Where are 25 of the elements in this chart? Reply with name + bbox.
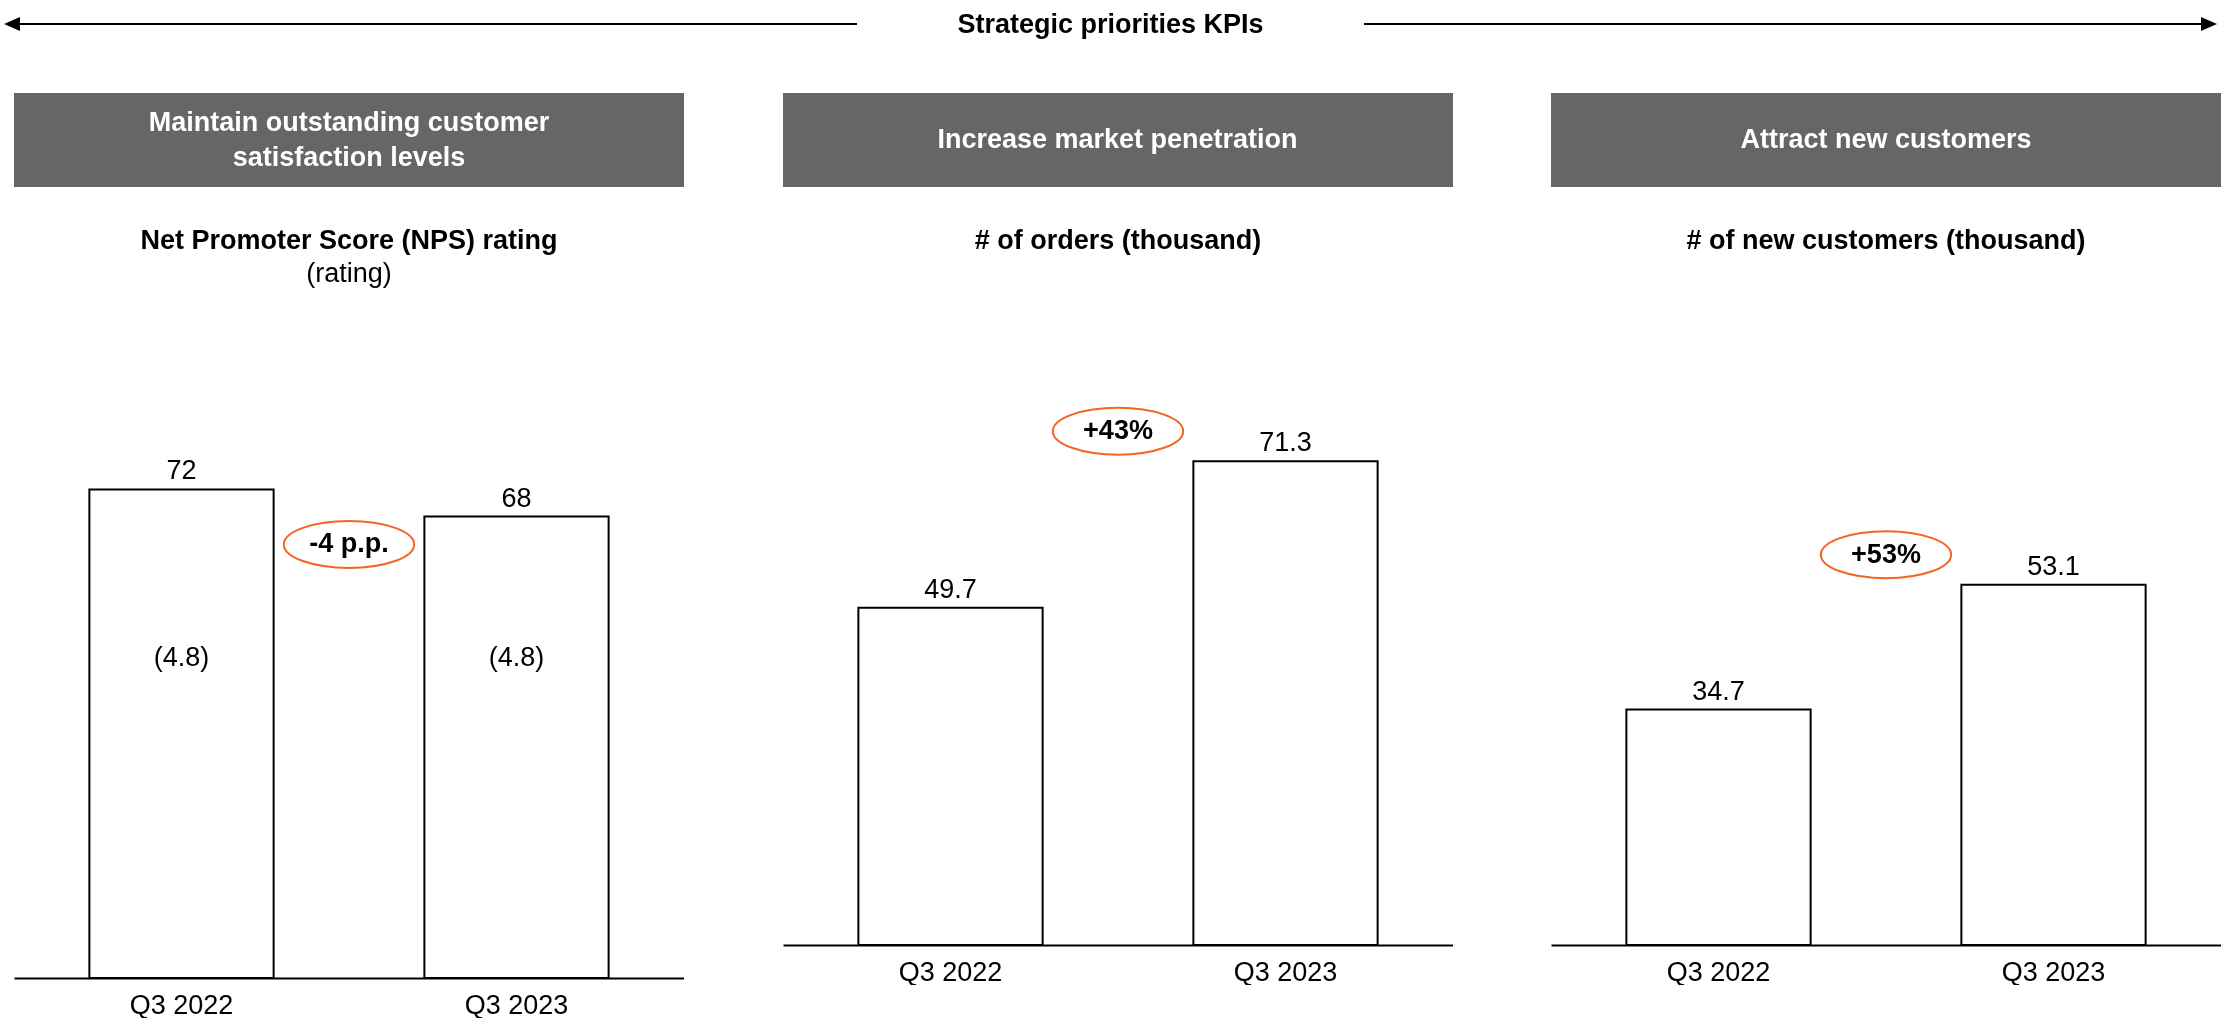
x-tick-label: Q3 2022 [129, 989, 234, 1019]
x-tick-label: Q3 2022 [1666, 956, 1771, 987]
x-tick-label: Q3 2022 [898, 956, 1002, 987]
chart-subtitle: # of new customers (thousand) [1686, 225, 2086, 255]
data-label: 34.7 [1692, 675, 1745, 706]
text: +53% [1851, 538, 1921, 569]
text: (rating) [306, 258, 392, 288]
data-label: 68 [501, 482, 532, 513]
chart-subtitle: Net Promoter Score (NPS) rating [140, 225, 558, 255]
data-label: 72 [166, 455, 197, 486]
annotation: (4.8) [488, 642, 545, 672]
data-label: 71.3 [1258, 427, 1312, 458]
data-label: 49.7 [923, 573, 977, 604]
x-tick-label: Q3 2023 [464, 989, 569, 1019]
chart-subtitle: # of orders (thousand) [974, 225, 1261, 255]
text: Strategic priorities KPIs [956, 8, 1265, 40]
x-tick-label: Q3 2023 [1233, 956, 1337, 987]
chart-title: Maintain outstanding customer satisfaction levels [14, 93, 684, 187]
text: +43% [1082, 415, 1153, 446]
x-tick-label: Q3 2023 [2001, 956, 2106, 987]
annotation: -4 p.p. [309, 528, 389, 559]
chart-title: Increase market penetration [782, 93, 1453, 187]
data-label: 53.1 [2027, 550, 2080, 581]
chart-title: Attract new customers [1551, 93, 2221, 187]
annotation: (4.8) [153, 642, 210, 672]
